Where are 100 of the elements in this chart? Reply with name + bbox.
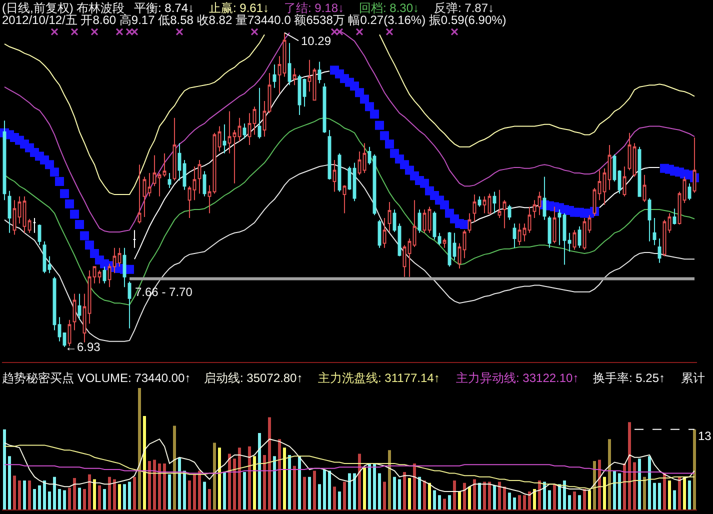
bar xyxy=(118,484,121,510)
candlestick xyxy=(132,230,136,248)
candlestick xyxy=(628,132,632,171)
bar xyxy=(653,482,656,510)
bar xyxy=(673,490,676,510)
candlestick xyxy=(208,184,212,214)
bar xyxy=(203,482,206,510)
candlestick xyxy=(272,64,276,88)
bar xyxy=(383,482,386,510)
bar xyxy=(553,484,556,510)
bar xyxy=(578,495,581,510)
candlestick xyxy=(292,68,296,86)
candlestick xyxy=(252,106,256,136)
candlestick xyxy=(408,238,412,278)
candlestick xyxy=(178,142,182,182)
candlestick xyxy=(152,154,156,187)
bar xyxy=(458,491,461,510)
bar xyxy=(308,476,311,510)
bar xyxy=(318,484,321,510)
bar xyxy=(323,470,326,510)
bar xyxy=(668,480,671,510)
candlestick xyxy=(42,240,46,274)
bar xyxy=(403,472,406,510)
candlestick xyxy=(248,112,252,146)
candlestick xyxy=(508,204,512,220)
bar xyxy=(93,479,96,510)
bar xyxy=(283,448,286,510)
bar xyxy=(223,472,226,510)
text: 累计 xyxy=(681,371,705,385)
candlestick xyxy=(168,172,172,189)
bar xyxy=(243,472,246,510)
bar xyxy=(568,495,571,510)
bar xyxy=(533,489,536,510)
series-label: 了结: 9.18↓ xyxy=(284,1,344,15)
bar xyxy=(663,473,666,510)
candlestick xyxy=(452,232,456,261)
bar xyxy=(328,470,331,510)
bar xyxy=(133,476,136,510)
candlestick xyxy=(332,159,336,192)
bar xyxy=(423,480,426,510)
candlestick xyxy=(78,293,82,320)
bar xyxy=(258,433,261,510)
candlestick xyxy=(22,196,26,234)
bar xyxy=(43,480,46,510)
candlestick xyxy=(598,170,602,201)
candlestick xyxy=(48,256,52,274)
bar xyxy=(643,476,646,510)
bar xyxy=(193,474,196,510)
candlestick xyxy=(512,223,516,248)
candlestick xyxy=(668,212,672,234)
bar xyxy=(448,495,451,510)
bar xyxy=(628,422,631,510)
bar xyxy=(453,480,456,510)
candlestick xyxy=(108,263,112,288)
candlestick xyxy=(218,126,222,152)
candlestick xyxy=(112,247,116,274)
candlestick xyxy=(462,230,466,259)
text: 回档: 8.30↓ xyxy=(359,1,420,15)
bar xyxy=(48,491,51,510)
bar xyxy=(573,491,576,510)
bar xyxy=(233,458,236,510)
bar xyxy=(603,476,606,510)
candlestick xyxy=(368,146,372,166)
bar xyxy=(688,480,691,510)
bar xyxy=(153,460,156,510)
bar xyxy=(493,485,496,510)
bar xyxy=(478,482,481,510)
bar xyxy=(543,482,546,510)
candlestick xyxy=(562,212,566,266)
bar xyxy=(598,460,601,510)
bar xyxy=(98,485,101,510)
bar xyxy=(428,482,431,510)
candlestick xyxy=(532,200,536,218)
bar xyxy=(523,495,526,510)
candlestick xyxy=(258,87,262,139)
candlestick xyxy=(478,196,482,208)
bar xyxy=(148,461,151,510)
candlestick xyxy=(528,206,532,234)
bar xyxy=(343,482,346,510)
bar xyxy=(63,490,66,510)
bar xyxy=(208,489,211,510)
bar xyxy=(368,463,371,510)
candlestick xyxy=(182,159,186,190)
candlestick xyxy=(358,151,362,176)
candlestick xyxy=(238,117,242,142)
bar xyxy=(288,454,291,510)
candlestick xyxy=(278,56,282,94)
candlestick xyxy=(158,172,162,197)
candlestick xyxy=(558,209,562,246)
bar xyxy=(513,498,516,510)
bar xyxy=(113,479,116,510)
bar xyxy=(413,463,416,510)
bar xyxy=(298,456,301,510)
candlestick xyxy=(442,238,446,248)
candlestick xyxy=(472,194,476,222)
bar xyxy=(68,488,71,510)
text: 反弹: 7.87↓ xyxy=(434,1,494,15)
candlestick xyxy=(232,130,236,184)
bar xyxy=(198,470,201,510)
bar xyxy=(683,476,686,510)
